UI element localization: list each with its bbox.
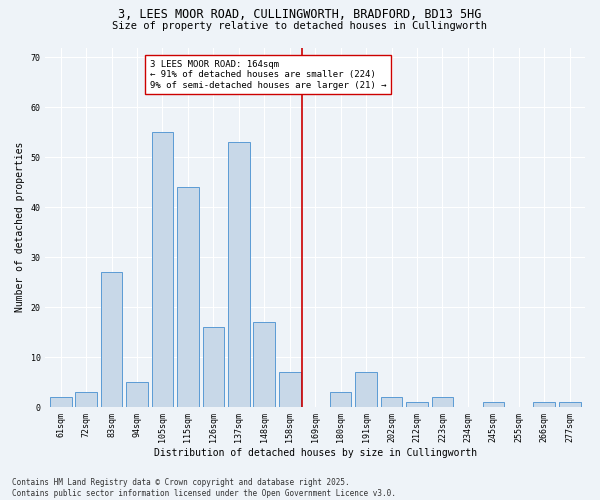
X-axis label: Distribution of detached houses by size in Cullingworth: Distribution of detached houses by size … (154, 448, 477, 458)
Bar (330, 392, 352, 407)
Text: 3 LEES MOOR ROAD: 164sqm
← 91% of detached houses are smaller (224)
9% of semi-d: 3 LEES MOOR ROAD: 164sqm ← 91% of detach… (150, 60, 386, 90)
Text: Size of property relative to detached houses in Cullingworth: Size of property relative to detached ho… (113, 21, 487, 31)
Bar (152, 132, 173, 407)
Bar (533, 402, 555, 407)
Bar (126, 382, 148, 407)
Bar (228, 142, 250, 407)
Text: 3, LEES MOOR ROAD, CULLINGWORTH, BRADFORD, BD13 5HG: 3, LEES MOOR ROAD, CULLINGWORTH, BRADFOR… (118, 8, 482, 20)
Bar (177, 188, 199, 407)
Bar (406, 402, 428, 407)
Bar (355, 372, 377, 407)
Bar (559, 402, 581, 407)
Bar (279, 372, 301, 407)
Bar (50, 397, 71, 407)
Bar (101, 272, 122, 407)
Bar (381, 397, 403, 407)
Bar (431, 397, 453, 407)
Bar (76, 392, 97, 407)
Text: Contains HM Land Registry data © Crown copyright and database right 2025.
Contai: Contains HM Land Registry data © Crown c… (12, 478, 396, 498)
Bar (203, 327, 224, 407)
Y-axis label: Number of detached properties: Number of detached properties (15, 142, 25, 312)
Bar (253, 322, 275, 407)
Bar (482, 402, 504, 407)
